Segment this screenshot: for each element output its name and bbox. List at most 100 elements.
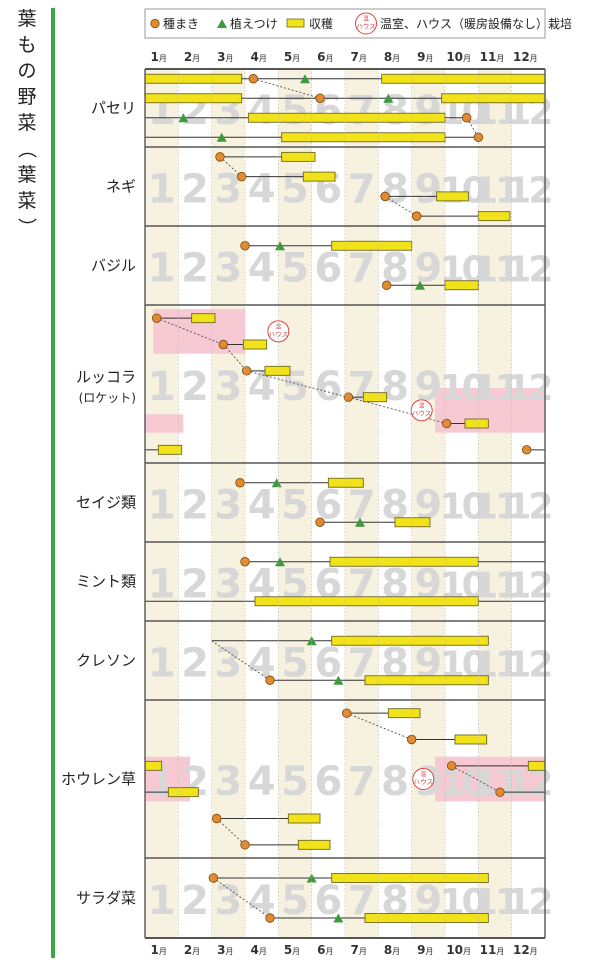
- sowing-marker: [218, 339, 229, 350]
- sowing-marker: [265, 675, 275, 685]
- month-watermark: 1: [148, 641, 176, 687]
- month-watermark: 8: [381, 364, 409, 410]
- month-watermark: 3: [214, 562, 242, 608]
- crop-name: ルッコラ: [76, 368, 136, 386]
- planting-icon: [217, 19, 227, 28]
- month-watermark: 1: [148, 878, 176, 924]
- harvest-bar: [247, 112, 446, 123]
- month-suffix: 月: [463, 947, 471, 956]
- sowing-marker: [241, 366, 252, 376]
- month-watermark: 1: [148, 167, 176, 213]
- house-icon-text: ハウス: [356, 23, 376, 31]
- planting-marker: [355, 517, 365, 527]
- month-watermark: 1: [148, 246, 176, 292]
- month-watermark: 12: [506, 487, 550, 528]
- month-watermark: 4: [248, 88, 276, 134]
- month-watermark: 3: [214, 483, 242, 529]
- sow-link-dashed: [451, 765, 501, 793]
- month-watermark: 10: [440, 171, 486, 212]
- month-watermark: 7: [348, 246, 376, 292]
- harvest-bar: [464, 418, 489, 429]
- planting-marker: [383, 93, 394, 103]
- month-footer-label: 3月: [217, 943, 233, 957]
- month-suffix: 月: [496, 54, 504, 63]
- month-watermark: 2: [181, 364, 209, 410]
- month-footer-label: 5月: [284, 943, 300, 957]
- month-watermark: 2: [181, 483, 209, 529]
- harvest-bar: [527, 760, 546, 771]
- legend-box: [144, 8, 546, 39]
- month-footer-label: 10月: [446, 943, 471, 957]
- month-footer-label: 8月: [384, 943, 400, 957]
- crop-name: ミント類: [76, 573, 136, 591]
- sowing-marker: [381, 280, 392, 290]
- month-watermark: 12: [506, 171, 550, 212]
- harvest-bar: [364, 913, 489, 923]
- month-watermark: 12: [506, 368, 550, 409]
- month-band: [345, 69, 379, 938]
- month-watermark: 5: [281, 759, 309, 805]
- harvest-bar: [381, 73, 546, 84]
- sowing-marker: [235, 478, 245, 488]
- month-watermark: 1: [148, 364, 176, 410]
- month-watermark: 6: [314, 246, 342, 292]
- month-watermark: 4: [248, 246, 276, 292]
- sowing-marker: [380, 191, 390, 202]
- crop-name: ホウレン草: [61, 770, 136, 788]
- month-watermark: 8: [381, 88, 409, 134]
- sowing-marker: [151, 313, 162, 323]
- month-suffix: 月: [359, 947, 367, 956]
- month-watermark: 7: [348, 88, 376, 134]
- sowing-marker: [211, 813, 222, 824]
- month-suffix: 月: [426, 947, 434, 956]
- harvest-bar: [444, 280, 479, 291]
- month-watermark: 6: [314, 759, 342, 805]
- month-watermark: 2: [181, 246, 209, 292]
- month-watermark: 5: [281, 246, 309, 292]
- month-suffix: 月: [530, 54, 538, 63]
- house-icon-text: ハウス: [412, 409, 432, 417]
- crop-8: 123456789101112ホウレン草温ハウス: [61, 708, 553, 850]
- month-footer-label: 6月: [317, 943, 333, 957]
- house-icon-circle: [355, 12, 377, 35]
- crop-name: バジル: [91, 257, 136, 275]
- month-watermark: 2: [181, 759, 209, 805]
- month-header-label: 8月: [384, 50, 400, 64]
- house-icon-circle: [410, 399, 433, 422]
- sowing-marker: [208, 873, 219, 883]
- month-header-label: 2月: [184, 50, 200, 64]
- sowing-marker: [265, 913, 275, 923]
- house-zone: [145, 414, 184, 433]
- harvest-icon: [286, 18, 305, 28]
- harvest-bar: [144, 760, 163, 771]
- title-char: 菜: [17, 190, 37, 212]
- planting-marker: [178, 113, 189, 123]
- harvest-bar: [281, 151, 316, 162]
- sowing-marker: [248, 74, 259, 84]
- planting-marker: [275, 241, 285, 251]
- month-band: [278, 69, 312, 938]
- harvest-bar: [302, 171, 336, 182]
- month-watermark: 3: [214, 759, 242, 805]
- month-watermark: 1: [148, 562, 176, 608]
- month-watermark: 7: [348, 167, 376, 213]
- sow-link-dashed: [216, 818, 246, 846]
- harvest-bar: [287, 813, 321, 824]
- sowing-icon: [150, 18, 160, 29]
- planting-marker: [275, 557, 285, 567]
- month-watermark: 7: [348, 364, 376, 410]
- house-icon-small-text: 温: [421, 770, 427, 778]
- sowing-marker: [341, 708, 352, 718]
- month-header-label: 9月: [417, 50, 433, 64]
- sowing-marker: [411, 211, 422, 221]
- month-footer-label: 9月: [417, 943, 433, 957]
- month-watermark: 10: [440, 763, 486, 804]
- harvest-bar: [264, 365, 291, 376]
- month-header-label: 11月: [480, 50, 505, 64]
- crop-name: ネギ: [106, 178, 136, 196]
- sowing-marker: [521, 445, 532, 455]
